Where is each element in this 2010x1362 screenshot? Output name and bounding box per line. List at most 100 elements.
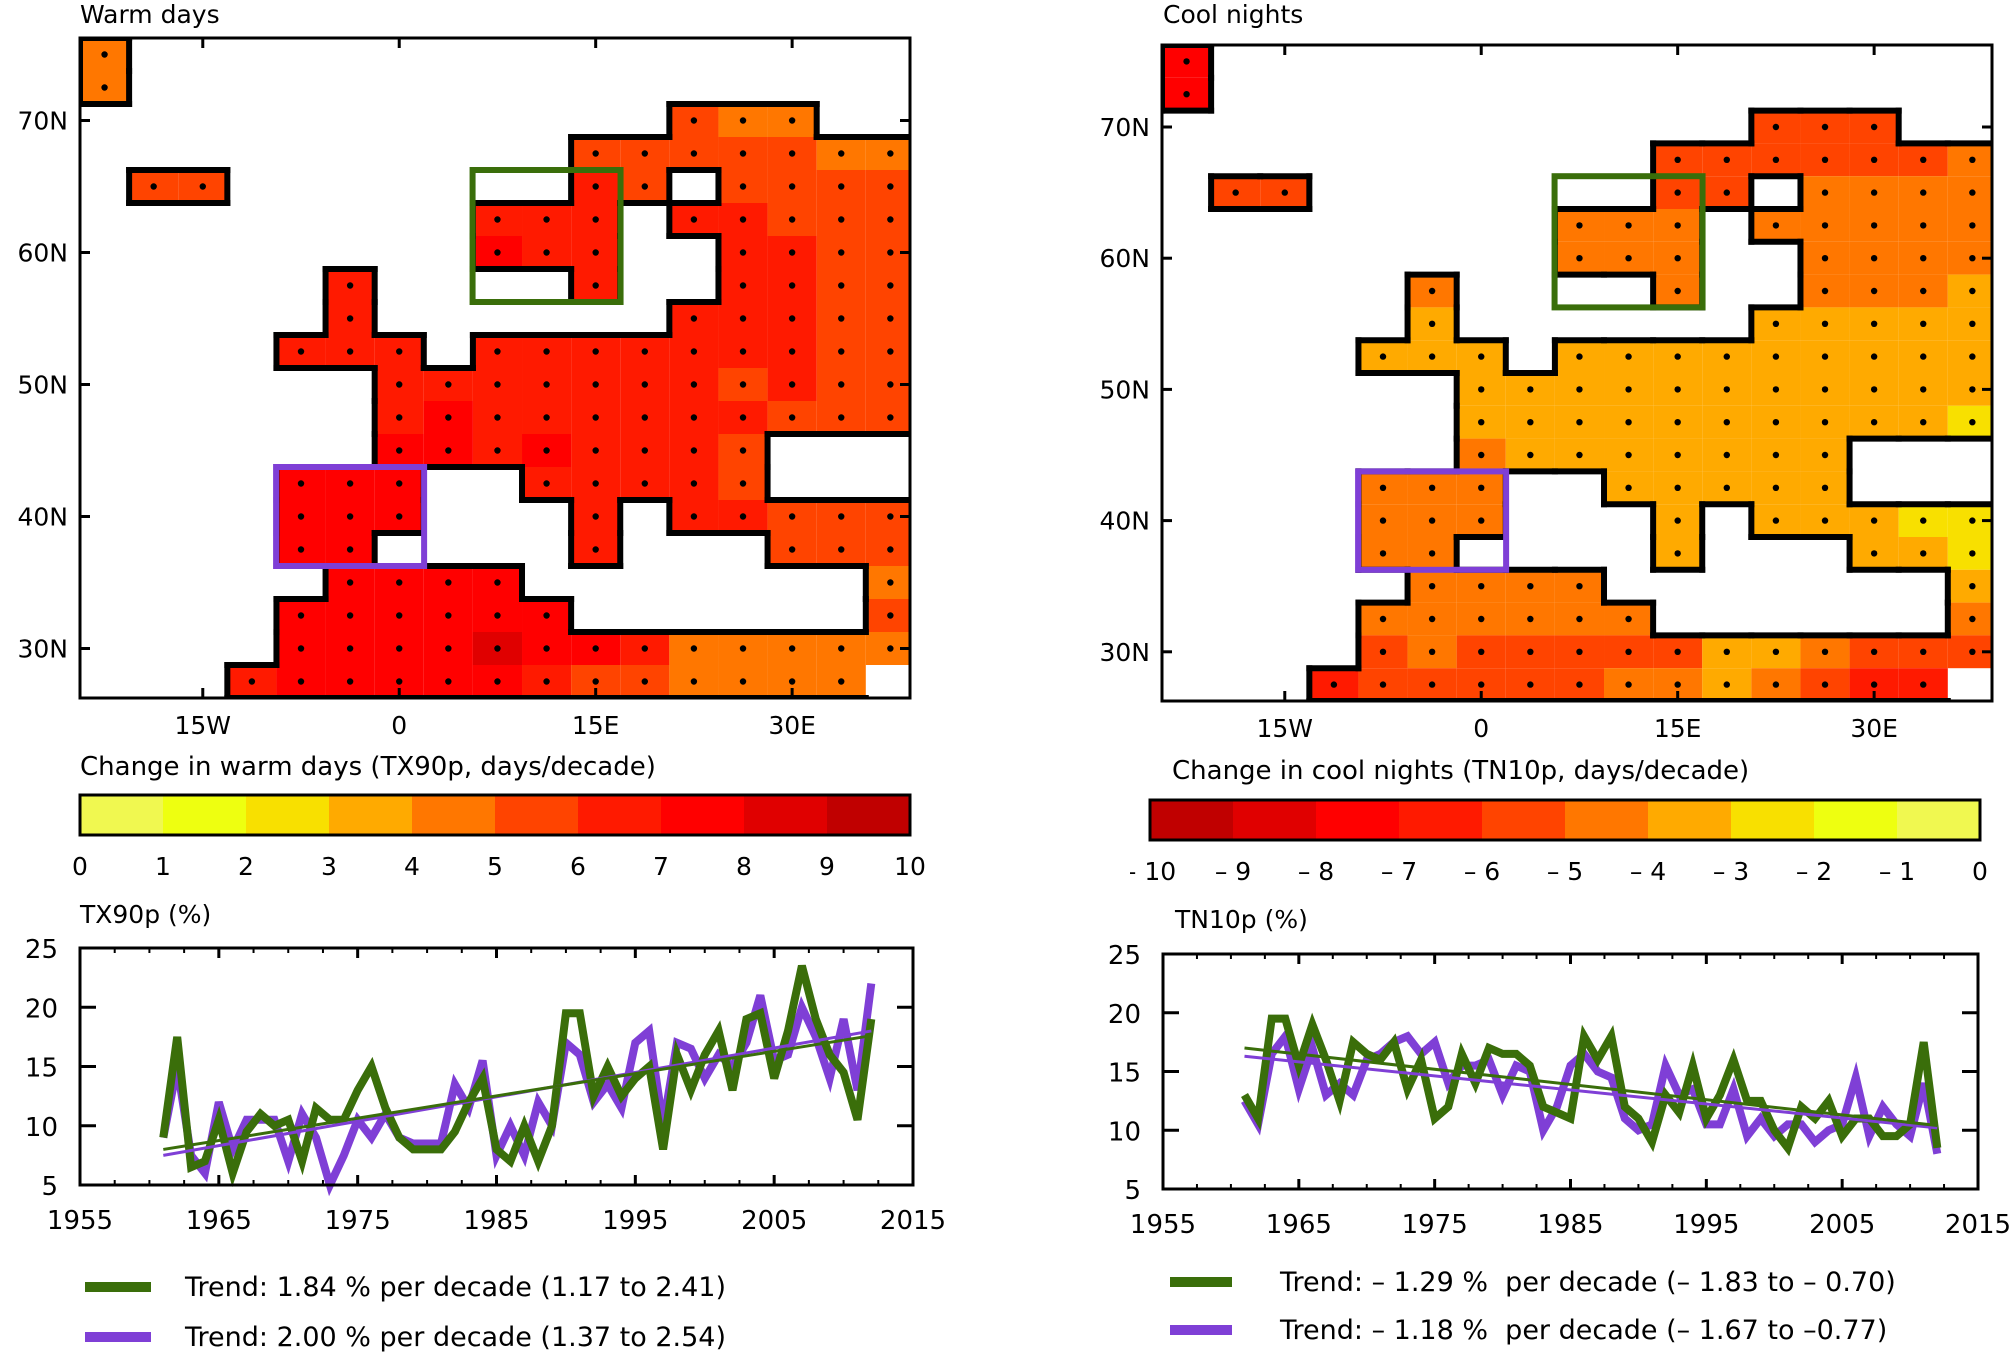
significance-dot: [788, 150, 796, 157]
significance-dot: [1379, 615, 1387, 623]
significance-dot: [838, 513, 845, 520]
significance-dot: [494, 381, 501, 388]
x-tick-label: 1985: [463, 1206, 529, 1230]
significance-dot: [739, 678, 747, 685]
significance-dot: [641, 480, 648, 487]
significance-dot: [1969, 583, 1976, 590]
significance-dot: [1183, 58, 1190, 65]
significance-dot: [690, 678, 698, 685]
colorbar-frame: [78, 793, 912, 837]
series-line-scandinavia: [159, 964, 876, 1188]
significance-dot: [1969, 419, 1976, 426]
colorbar-tick-label: – 5: [1547, 857, 1583, 886]
colorbar-bin: [163, 795, 247, 835]
x-tick-label: 1975: [325, 1206, 391, 1230]
significance-dot: [1772, 484, 1780, 491]
significance-dot: [1527, 583, 1534, 590]
significance-dot: [641, 183, 648, 190]
significance-dot: [1674, 484, 1681, 491]
significance-dot: [592, 546, 599, 553]
series-line-scandinavia: [1241, 1012, 1942, 1157]
significance-dot: [1920, 156, 1927, 163]
significance-dot: [346, 480, 354, 487]
legend-label: Trend: 2.00 % per decade (1.37 to 2.54): [185, 1321, 726, 1353]
significance-dot: [592, 645, 599, 652]
y-tick-label: 30N: [1099, 638, 1150, 667]
significance-dot: [1527, 386, 1534, 393]
significance-dot: [788, 678, 796, 685]
warm-map-title: Warm days: [80, 0, 220, 29]
significance-dot: [1576, 583, 1583, 590]
significance-dot: [1576, 451, 1583, 459]
significance-dot: [1772, 517, 1780, 524]
x-tick-label: 15W: [175, 711, 232, 740]
significance-dot: [297, 546, 305, 553]
significance-dot: [1969, 386, 1976, 393]
cool-colorbar: – 10– 9– 8– 7– 6– 5– 4– 3– 2– 10: [1130, 798, 1988, 886]
significance-dot: [1674, 550, 1681, 557]
significance-dot: [396, 612, 403, 619]
significance-dot: [1870, 156, 1878, 163]
legend-item: Trend: – 1.29 % per decade (– 1.83 to – …: [1170, 1258, 1896, 1306]
significance-dot: [690, 315, 698, 322]
significance-dot: [297, 480, 305, 487]
significance-dot: [1821, 681, 1829, 688]
significance-dot: [1478, 583, 1485, 590]
y-tick-label: 70N: [1099, 113, 1150, 142]
significance-dot: [641, 348, 648, 355]
significance-dot: [690, 480, 698, 487]
significance-dot: [1576, 386, 1583, 393]
significance-dot: [1969, 353, 1976, 360]
y-tick-label: 15: [25, 1054, 58, 1084]
cool-legend: Trend: – 1.29 % per decade (– 1.83 to – …: [1170, 1258, 1896, 1354]
significance-dot: [739, 447, 747, 454]
significance-dot: [346, 348, 354, 355]
significance-dot: [1674, 451, 1681, 459]
significance-dot: [1674, 353, 1681, 360]
significance-dot: [1870, 550, 1878, 557]
significance-dot: [1969, 222, 1976, 229]
colorbar-bin: [1150, 800, 1234, 840]
x-tick-label: 0: [391, 711, 407, 740]
significance-dot: [1821, 517, 1829, 524]
region-box: [273, 464, 428, 569]
significance-dot: [346, 282, 354, 289]
significance-dot: [788, 348, 796, 355]
significance-dot: [1772, 419, 1780, 426]
significance-dot: [838, 183, 845, 190]
colorbar-tick-label: 2: [238, 852, 254, 881]
y-tick-label: 20: [1108, 1000, 1141, 1030]
significance-dot: [1920, 386, 1927, 393]
significance-dot: [887, 381, 894, 388]
significance-dot: [838, 381, 845, 388]
y-tick-label: 20: [25, 994, 58, 1024]
significance-dot: [887, 315, 894, 322]
x-tick-label: 1985: [1537, 1210, 1603, 1235]
significance-dot: [1527, 648, 1534, 655]
significance-dot: [1576, 648, 1583, 655]
significance-dot: [788, 216, 796, 223]
x-tick-label: 2005: [1809, 1210, 1875, 1235]
significance-dot: [1625, 222, 1632, 229]
significance-dot: [788, 414, 796, 421]
significance-dot: [445, 579, 452, 586]
significance-dot: [1920, 287, 1927, 295]
significance-dot: [1870, 320, 1878, 327]
x-tick-label: 15E: [1654, 714, 1702, 743]
significance-dot: [346, 513, 354, 520]
cool-ts-title: TN10p (%): [1175, 905, 1308, 934]
y-tick-label: 25: [1108, 941, 1141, 971]
significance-dot: [1723, 648, 1730, 655]
significance-dot: [346, 678, 354, 685]
x-tick-label: 30E: [1850, 714, 1898, 743]
significance-dot: [838, 282, 845, 289]
significance-dot: [1821, 320, 1829, 327]
plot-frame: [1161, 952, 1980, 1191]
significance-dot: [1428, 648, 1436, 655]
significance-dot: [1330, 681, 1338, 688]
x-tick-label: 2015: [880, 1206, 946, 1230]
cool-map-title: Cool nights: [1163, 0, 1304, 29]
significance-dot: [887, 645, 894, 652]
warm-legend: Trend: 1.84 % per decade (1.17 to 2.41) …: [85, 1262, 726, 1362]
significance-dot: [887, 348, 894, 355]
